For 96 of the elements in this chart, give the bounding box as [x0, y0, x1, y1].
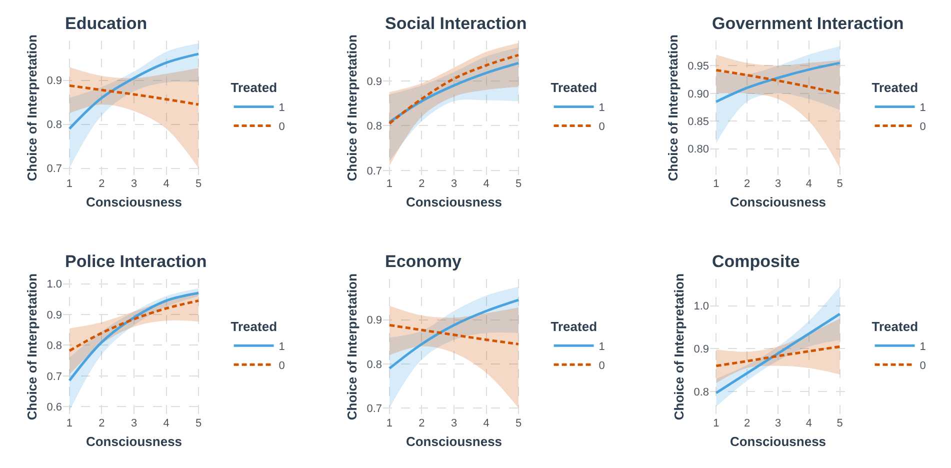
line-series — [68, 52, 200, 130]
y-tick-label: 0.85 — [688, 116, 709, 128]
y-tick-label: 1.0 — [694, 300, 709, 313]
legend-title: Treated — [550, 80, 598, 96]
legend-label: 0 — [920, 360, 926, 372]
line-series — [388, 298, 520, 370]
x-tick-label: 3 — [130, 417, 138, 430]
y-tick-label: 0.8 — [366, 358, 382, 371]
line-series — [68, 299, 200, 352]
x-tick-label: 5 — [836, 417, 843, 430]
y-tick-label: 0.7 — [366, 165, 382, 178]
y-tick-label: 0.80 — [688, 144, 709, 156]
legend-label: 0 — [598, 360, 605, 372]
legend-label: 1 — [920, 102, 926, 114]
y-tick-label: 0.9 — [46, 75, 62, 88]
x-axis-title: Consciousness — [730, 194, 826, 210]
y-tick-label: 0.7 — [366, 403, 382, 416]
x-axis-title: Consciousness — [86, 434, 182, 449]
x-tick-label: 4 — [806, 178, 812, 190]
legend-title: Treated — [230, 319, 278, 334]
y-tick-label: 0.7 — [46, 163, 62, 176]
x-tick-label: 2 — [418, 178, 425, 190]
y-axis-title: Choice of Interpretation — [24, 34, 40, 182]
y-axis-title: Choice of Interpretation — [344, 273, 360, 420]
x-tick-label: 3 — [774, 178, 782, 190]
y-tick-label: 0.90 — [688, 88, 709, 100]
y-tick-label: 0.6 — [46, 402, 62, 414]
x-tick-label: 5 — [836, 178, 843, 190]
chart-title: Government Interaction — [712, 14, 904, 33]
x-tick-label: 1 — [66, 178, 73, 190]
x-axis-title: Consciousness — [406, 434, 502, 449]
x-tick-label: 1 — [386, 178, 393, 190]
x-tick-label: 2 — [98, 417, 105, 430]
y-axis-title: Choice of Interpretation — [666, 34, 681, 182]
x-tick-label: 3 — [450, 178, 458, 190]
x-axis-title: Consciousness — [406, 194, 502, 210]
legend-label: 0 — [598, 121, 605, 133]
legend-title: Treated — [550, 319, 598, 334]
legend-label: 0 — [920, 121, 926, 133]
x-tick-label: 1 — [713, 417, 720, 430]
chart-title: Social Interaction — [385, 14, 527, 33]
y-axis-title: Choice of Interpretation — [672, 273, 687, 420]
x-tick-label: 5 — [195, 417, 202, 430]
y-tick-label: 0.8 — [366, 120, 382, 133]
legend-title: Treated — [872, 319, 918, 334]
line-series — [388, 324, 520, 346]
legend-label: 0 — [278, 360, 285, 372]
legend-label: 1 — [278, 340, 285, 353]
line-series — [714, 68, 842, 95]
chart-title: Police Interaction — [65, 252, 207, 271]
line-series — [714, 62, 842, 103]
legend-label: 1 — [278, 102, 285, 114]
legend-title: Treated — [872, 80, 918, 96]
y-axis-title: Choice of Interpretation — [24, 273, 40, 420]
x-tick-label: 3 — [130, 178, 138, 190]
y-tick-label: 0.7 — [46, 370, 62, 383]
chart-title: Education — [65, 14, 148, 33]
x-tick-label: 5 — [515, 417, 522, 430]
x-tick-label: 4 — [163, 417, 170, 430]
x-tick-label: 1 — [386, 417, 393, 430]
x-tick-label: 4 — [483, 417, 490, 430]
chart-title: Composite — [712, 252, 800, 271]
x-tick-label: 5 — [195, 178, 202, 190]
x-tick-label: 2 — [744, 417, 750, 430]
y-tick-label: 0.8 — [694, 386, 709, 398]
x-tick-label: 2 — [98, 178, 105, 190]
y-axis-title: Choice of Interpretation — [344, 34, 360, 182]
line-series — [714, 312, 842, 394]
x-tick-label: 2 — [418, 417, 425, 430]
x-tick-label: 1 — [66, 417, 73, 430]
x-tick-label: 2 — [744, 178, 750, 190]
legend-label: 1 — [920, 340, 926, 353]
x-axis-title: Consciousness — [86, 194, 182, 210]
x-axis-title: Consciousness — [730, 434, 826, 449]
x-tick-label: 4 — [163, 178, 170, 190]
y-tick-label: 0.95 — [688, 60, 709, 73]
legend-label: 0 — [278, 121, 285, 133]
y-tick-label: 0.8 — [46, 119, 62, 132]
x-tick-label: 4 — [483, 178, 490, 190]
legend-title: Treated — [230, 80, 278, 96]
x-tick-label: 4 — [806, 417, 812, 430]
line-series — [68, 84, 200, 106]
y-tick-label: 1.0 — [46, 278, 62, 291]
x-tick-label: 5 — [515, 178, 522, 190]
x-tick-label: 3 — [774, 417, 782, 430]
y-tick-label: 0.9 — [694, 344, 709, 356]
legend-label: 1 — [598, 102, 605, 114]
y-tick-label: 0.8 — [46, 340, 62, 352]
y-tick-label: 0.9 — [46, 309, 62, 322]
legend-label: 1 — [598, 340, 605, 353]
y-tick-label: 0.9 — [366, 314, 382, 327]
x-tick-label: 1 — [713, 178, 720, 190]
y-tick-label: 0.9 — [366, 76, 382, 88]
x-tick-label: 3 — [450, 417, 458, 430]
chart-title: Economy — [385, 252, 462, 271]
line-series — [714, 345, 842, 368]
